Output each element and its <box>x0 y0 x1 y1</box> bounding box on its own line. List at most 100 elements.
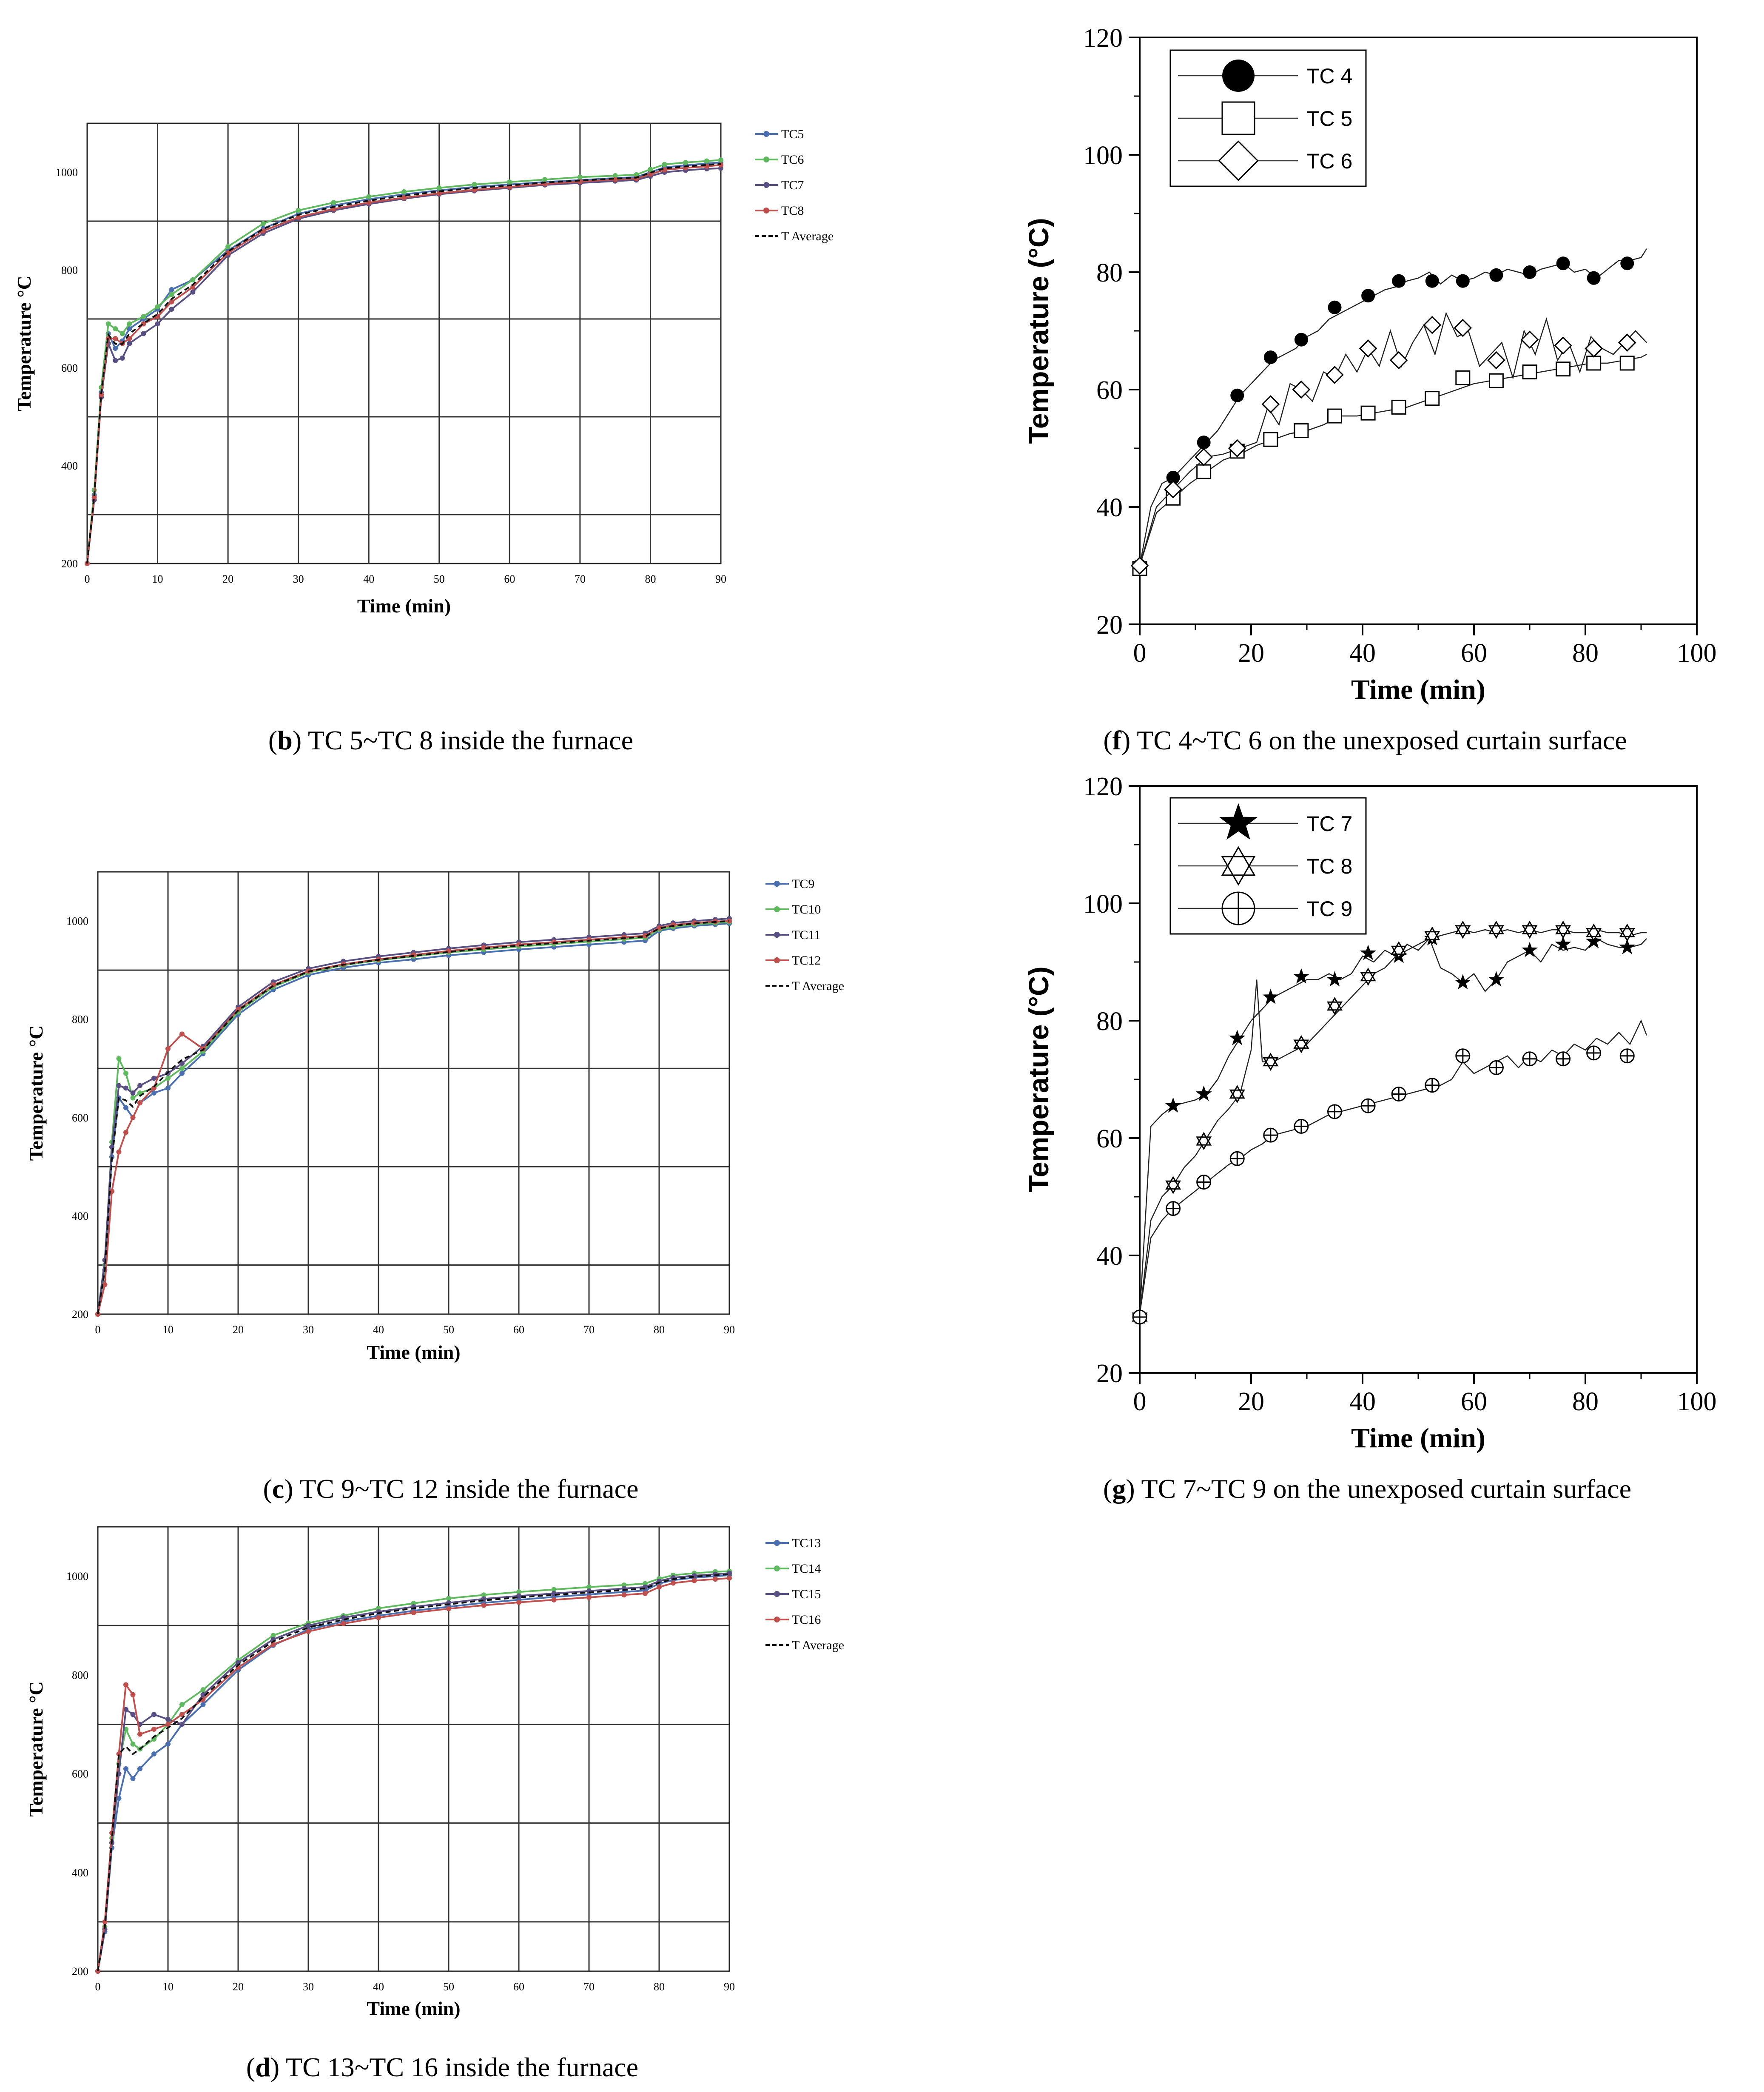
caption-b-letter: b <box>277 725 293 755</box>
marker-tc-8 <box>1293 1035 1309 1053</box>
data-point <box>151 1090 156 1096</box>
data-point <box>643 933 648 939</box>
legend-label-tc8: TC8 <box>781 204 804 218</box>
x-tick-label: 20 <box>222 573 233 585</box>
y-axis-label: Temperature °C <box>13 276 35 411</box>
marker-tc-6 <box>1261 395 1280 413</box>
x-tick-label: 80 <box>654 1981 665 1993</box>
legend-marker <box>774 1565 780 1571</box>
data-point <box>657 1584 662 1590</box>
legend-marker <box>774 881 780 887</box>
x-tick-label: 60 <box>513 1324 524 1336</box>
marker-tc-6 <box>1389 351 1408 370</box>
data-point <box>137 1100 142 1106</box>
y-tick-label: 1000 <box>56 166 78 179</box>
x-tick-label: 20 <box>233 1981 244 1993</box>
data-point <box>116 1796 122 1801</box>
x-tick-label: 70 <box>575 573 586 585</box>
marker-tc-5 <box>1196 464 1212 479</box>
x-tick-label: 50 <box>443 1981 454 1993</box>
x-tick-label: 100 <box>1677 1387 1717 1416</box>
data-point <box>691 1578 697 1583</box>
data-point <box>137 1731 142 1737</box>
data-point <box>727 1575 732 1581</box>
series-line-t-average <box>97 1573 730 1972</box>
legend-marker <box>774 1591 780 1597</box>
data-point <box>151 1085 156 1091</box>
y-tick-label: 400 <box>72 1867 88 1879</box>
marker-tc-6 <box>1585 339 1603 358</box>
data-point <box>123 1070 128 1076</box>
y-tick-label: 800 <box>72 1013 88 1026</box>
legend-label-tc10: TC10 <box>792 902 821 916</box>
x-tick-label: 10 <box>152 573 163 585</box>
y-axis-label: Temperature °C <box>25 1681 47 1817</box>
legend-marker <box>1221 891 1255 925</box>
caption-f-letter: f <box>1112 725 1122 755</box>
data-point <box>662 162 667 167</box>
marker-tc-5 <box>1391 399 1406 415</box>
x-tick-label: 10 <box>162 1981 174 1993</box>
legend-label-tc-5: TC 5 <box>1306 107 1352 131</box>
data-point <box>105 321 111 327</box>
data-point <box>137 1766 142 1771</box>
x-tick-label: 80 <box>1572 1387 1599 1416</box>
x-tick-label: 30 <box>303 1324 314 1336</box>
x-tick-label: 80 <box>654 1324 665 1336</box>
y-tick-label: 80 <box>1096 1007 1123 1036</box>
data-point <box>671 1580 676 1586</box>
data-point <box>179 1066 185 1071</box>
data-point <box>179 1070 185 1076</box>
marker-tc-4 <box>1197 435 1211 450</box>
data-point <box>127 326 132 331</box>
data-point <box>200 1702 206 1707</box>
data-point <box>634 172 639 177</box>
marker-tc-4 <box>1620 256 1634 270</box>
data-point <box>113 336 118 341</box>
y-tick-label: 400 <box>72 1210 88 1222</box>
marker-tc-8 <box>1229 1085 1245 1103</box>
data-point <box>130 1741 136 1747</box>
marker-tc-4 <box>1489 268 1503 282</box>
marker-tc-7 <box>1555 936 1571 951</box>
x-tick-label: 40 <box>373 1981 384 1993</box>
legend-marker <box>1219 803 1258 840</box>
data-point <box>130 1692 136 1697</box>
y-tick-label: 120 <box>1083 772 1123 801</box>
legend-label-tc12: TC12 <box>792 953 821 968</box>
data-point <box>165 1085 171 1091</box>
y-tick-label: 20 <box>1096 1359 1123 1388</box>
data-point <box>116 1056 122 1062</box>
panel-b-furnace-tc5-tc8: 0 10 20 30 40 50 60 70 80 90 200 400 600 800 1000 Time … <box>13 122 834 617</box>
data-point <box>577 174 583 180</box>
data-point <box>376 1615 381 1620</box>
data-point <box>137 1083 142 1088</box>
legend-label-tc5: TC5 <box>781 127 804 141</box>
caption-d: (d) TC 13~TC 16 inside the furnace <box>246 2052 638 2082</box>
y-tick-label: 100 <box>1083 890 1123 919</box>
data-point <box>436 185 442 191</box>
data-point <box>119 331 125 336</box>
data-point <box>542 177 548 182</box>
data-point <box>225 250 231 256</box>
legend-marker <box>1218 140 1259 181</box>
data-point <box>516 1600 521 1605</box>
x-axis-label: Time (min) <box>1351 674 1485 705</box>
data-point <box>411 1610 416 1616</box>
x-tick-label: 30 <box>303 1981 314 1993</box>
series-line-t-average <box>86 163 721 564</box>
legend-marker <box>763 182 769 188</box>
data-point <box>190 285 196 290</box>
marker-tc-5 <box>1360 405 1376 421</box>
marker-tc-9 <box>1586 1045 1602 1061</box>
y-tick-label: 120 <box>1083 24 1123 53</box>
marker-tc-4 <box>1523 265 1536 279</box>
legend-label-tc-9: TC 9 <box>1306 897 1352 921</box>
marker-tc-7 <box>1229 1030 1246 1045</box>
marker-tc-4 <box>1425 274 1439 288</box>
marker-tc-8 <box>1455 920 1471 939</box>
data-point <box>116 1751 122 1757</box>
x-tick-label: 0 <box>95 1981 101 1993</box>
legend-label-t-average: T Average <box>792 979 844 993</box>
